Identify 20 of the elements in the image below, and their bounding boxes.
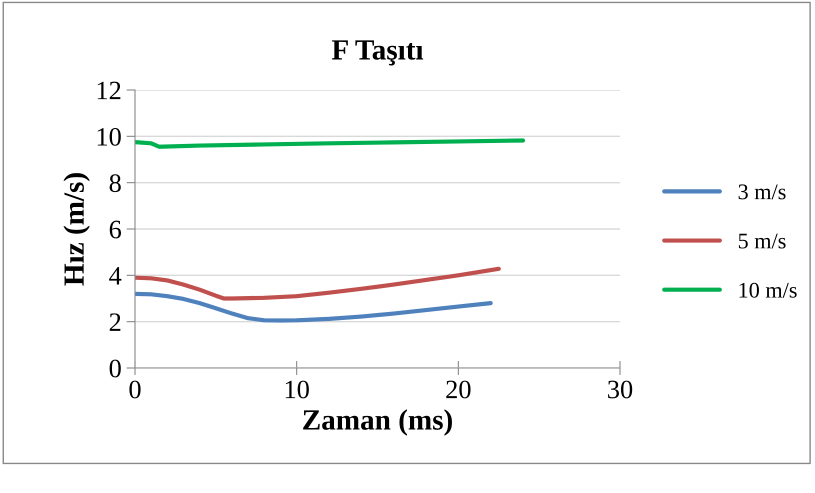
- x-tick-label: 10: [286, 380, 309, 398]
- x-tick-label: 20: [446, 380, 471, 398]
- legend-label: 3 m/s: [738, 184, 786, 200]
- y-tick-label: 2: [110, 313, 120, 331]
- y-tick-label: 10: [98, 128, 121, 146]
- x-axis-title: Zaman (ms): [303, 409, 452, 436]
- line-series: [135, 266, 501, 301]
- y-tick-label: 6: [110, 220, 122, 238]
- x-tick-label: 0: [129, 380, 141, 398]
- y-tick-label: 0: [110, 360, 121, 378]
- x-tick-label: 30: [608, 380, 632, 398]
- line-series: [135, 138, 526, 149]
- y-tick-label: 12: [98, 82, 120, 100]
- y-tick-label: 4: [109, 267, 122, 284]
- y-tick-label: 8: [110, 174, 121, 192]
- chart-title: F Taşıtı: [332, 40, 424, 66]
- legend-label: 5 m/s: [738, 234, 786, 249]
- legend-label: 10 m/s: [740, 282, 797, 298]
- y-axis-title: Hız (m/s): [63, 173, 90, 286]
- line-series: [135, 292, 493, 323]
